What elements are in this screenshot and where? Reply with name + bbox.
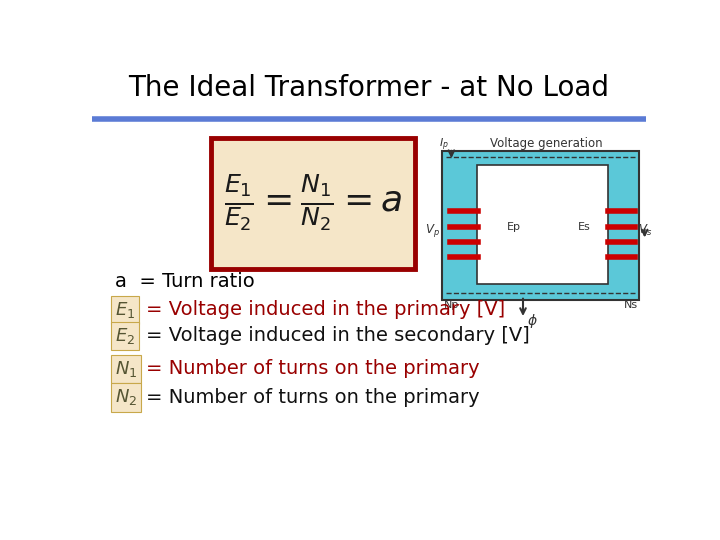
Text: $E_2$: $E_2$ xyxy=(115,326,135,346)
Text: $V_p$: $V_p$ xyxy=(425,222,440,239)
Text: $\frac{E_1}{E_2} = \frac{N_1}{N_2} = a$: $\frac{E_1}{E_2} = \frac{N_1}{N_2} = a$ xyxy=(224,173,402,233)
Text: = Number of turns on the primary: = Number of turns on the primary xyxy=(145,388,480,407)
Text: $I_p$: $I_p$ xyxy=(438,137,449,153)
Bar xyxy=(442,151,639,300)
Text: $\phi$: $\phi$ xyxy=(527,312,538,330)
Text: Np: Np xyxy=(444,300,459,310)
Text: = Voltage induced in the secondary [V]: = Voltage induced in the secondary [V] xyxy=(145,326,529,346)
Text: $N_2$: $N_2$ xyxy=(115,387,137,408)
Text: $V_s$: $V_s$ xyxy=(638,223,652,238)
Bar xyxy=(477,165,608,284)
Text: $N_1$: $N_1$ xyxy=(115,359,138,379)
Text: $E_1$: $E_1$ xyxy=(115,300,135,320)
Text: Ep: Ep xyxy=(507,221,521,232)
Text: Ns: Ns xyxy=(624,300,638,310)
Text: = Number of turns on the primary: = Number of turns on the primary xyxy=(145,360,480,379)
Text: Es: Es xyxy=(578,221,591,232)
Text: = Voltage induced in the primary [V]: = Voltage induced in the primary [V] xyxy=(145,300,505,319)
Text: The Ideal Transformer - at No Load: The Ideal Transformer - at No Load xyxy=(128,74,610,102)
Text: Voltage generation: Voltage generation xyxy=(490,137,603,150)
Bar xyxy=(211,138,415,269)
Text: a  = Turn ratio: a = Turn ratio xyxy=(115,273,255,292)
